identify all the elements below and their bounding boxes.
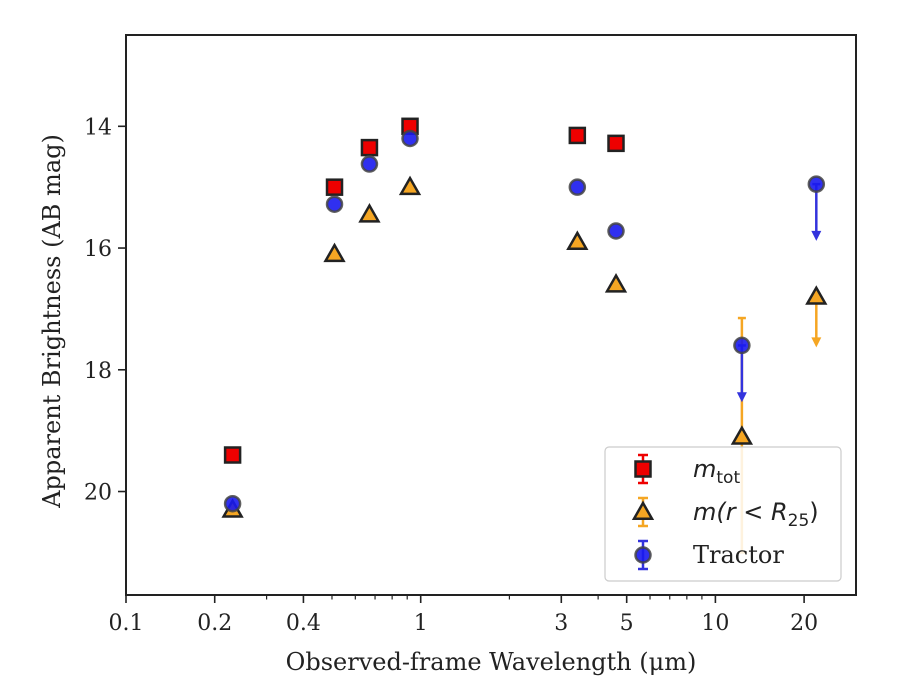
- data-point: [733, 336, 751, 355]
- data-point: [568, 126, 587, 145]
- data-point: [360, 138, 379, 157]
- x-tick-label: 0.4: [286, 611, 321, 636]
- data-point: [358, 203, 381, 223]
- y-tick-label: 18: [84, 359, 112, 384]
- x-tick-label: 5: [620, 611, 634, 636]
- legend-box: [604, 446, 842, 582]
- legend-marker: [631, 500, 655, 520]
- y-tick-label: 14: [84, 115, 112, 140]
- data-point: [223, 446, 242, 464]
- legend-marker: [634, 460, 652, 478]
- axes: 0.1 0.2 0.4 1 3 5 10 20 14 16 18 20: [84, 34, 857, 636]
- plot-frame: [125, 34, 857, 596]
- plot-area: [221, 117, 828, 554]
- y-tick-label: 20: [84, 481, 112, 506]
- y-axis-label: Apparent Brightness (AB mag): [38, 134, 66, 509]
- data-point: [398, 175, 422, 196]
- legend-label: m(r < R25): [693, 498, 819, 531]
- data-point: [360, 155, 379, 173]
- data-point: [805, 285, 828, 305]
- upper-limit-arrow-head: [811, 230, 822, 241]
- x-tick-label: 3: [554, 611, 568, 636]
- data-point: [401, 129, 419, 148]
- x-tick-label: 0.2: [197, 611, 232, 636]
- series-2: [736, 182, 822, 403]
- legend-label: mtot: [693, 455, 740, 488]
- series-markers-0: [223, 117, 625, 464]
- data-point: [607, 222, 625, 240]
- legend-marker: [634, 546, 652, 564]
- data-point: [604, 273, 628, 293]
- data-point: [807, 175, 826, 193]
- data-point: [566, 230, 589, 250]
- x-tick-label: 1: [414, 611, 428, 636]
- legend-label: Tractor: [693, 541, 784, 569]
- x-tick-label: 10: [701, 611, 729, 636]
- x-tick-label: 20: [790, 611, 818, 636]
- series-markers-2: [223, 129, 826, 513]
- upper-limit-arrow-head: [811, 337, 822, 348]
- data-point: [730, 425, 754, 445]
- data-point: [323, 242, 346, 263]
- legend: mtot m(r < R25) Tractor: [604, 446, 842, 582]
- data-point: [223, 494, 242, 513]
- data-point: [568, 178, 587, 196]
- data-point: [325, 195, 344, 213]
- upper-limit-arrow-head: [736, 392, 747, 403]
- x-axis-label: Observed-frame Wavelength (μm): [286, 648, 697, 676]
- x-tick-label: 0.1: [109, 611, 144, 636]
- data-point: [607, 134, 625, 153]
- data-point: [325, 178, 344, 196]
- y-tick-label: 16: [84, 237, 112, 262]
